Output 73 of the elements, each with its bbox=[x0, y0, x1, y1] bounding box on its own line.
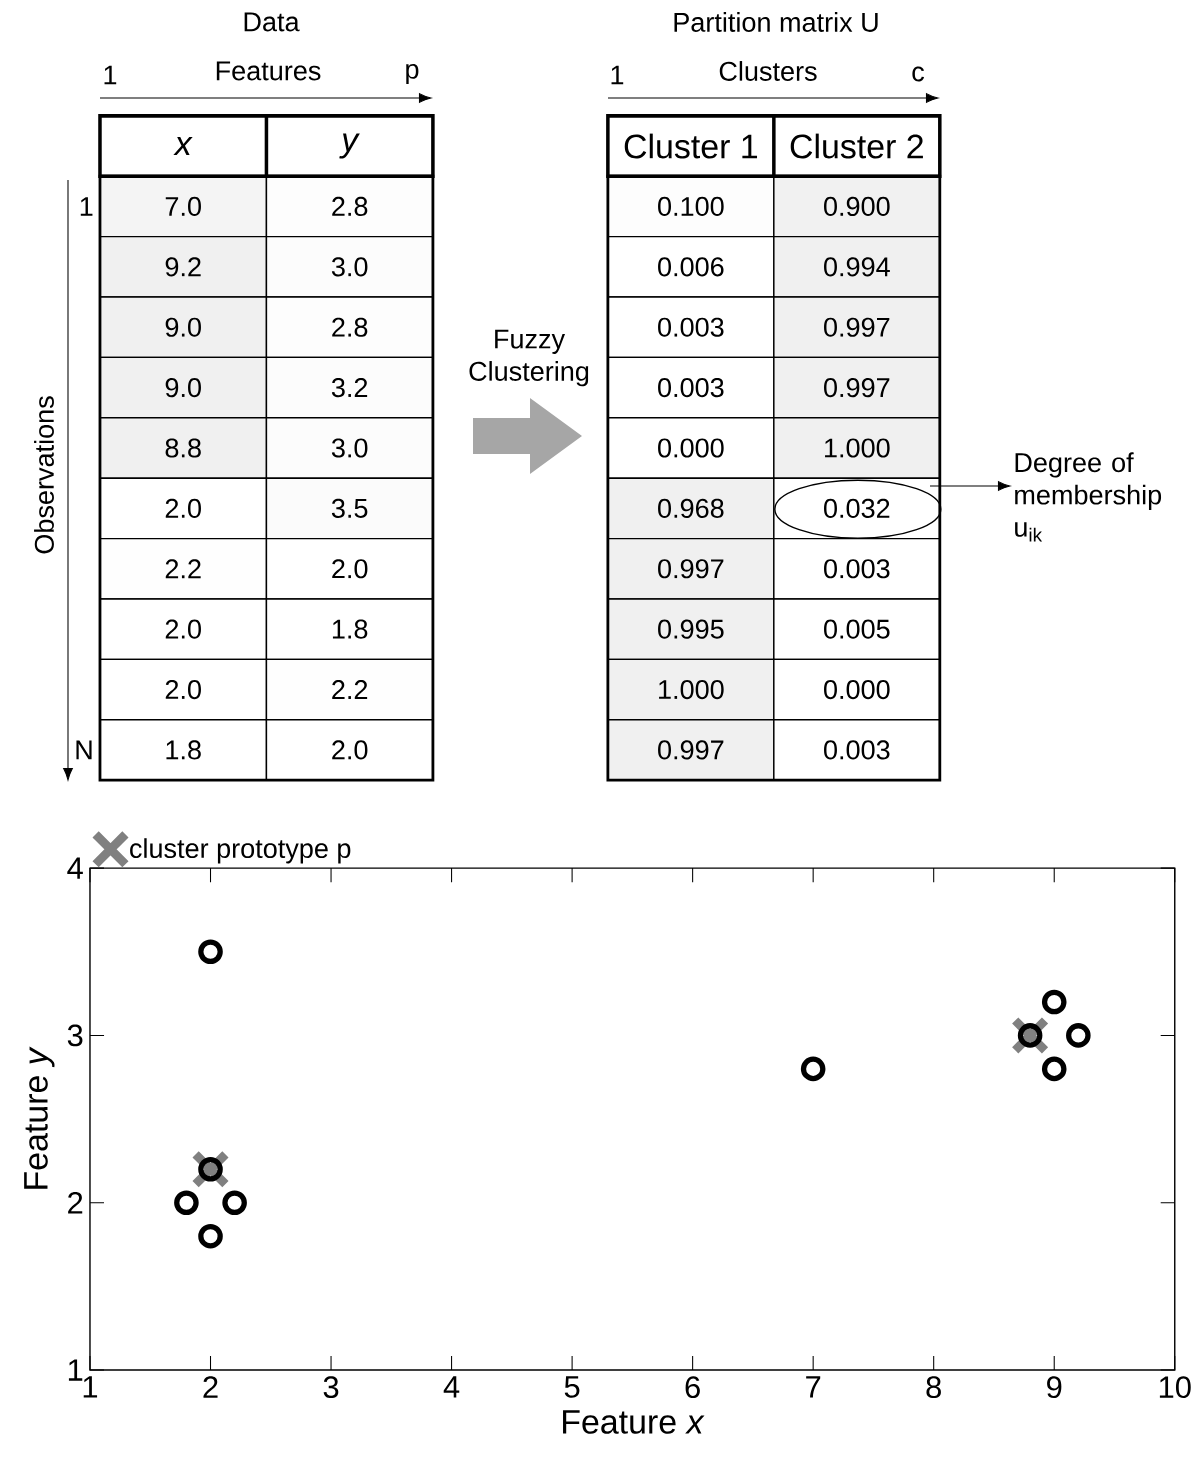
data-label: 2.0 bbox=[165, 679, 201, 700]
data-label: 2.0 bbox=[165, 619, 201, 639]
data-label: 1.000 bbox=[659, 679, 724, 700]
text: c bbox=[912, 66, 925, 82]
data-label: 0.997 bbox=[658, 559, 724, 579]
data-label: 9.2 bbox=[165, 257, 201, 277]
data-label: 2.0 bbox=[332, 559, 368, 579]
text: Fuzzy Clustering bbox=[469, 329, 589, 387]
data-label: 0.968 bbox=[658, 498, 724, 518]
data-label: 0.000 bbox=[824, 679, 890, 700]
y-tick-label: 4 bbox=[67, 857, 83, 879]
x-tick-label: 9 bbox=[1047, 1376, 1062, 1399]
data-label: 3.0 bbox=[331, 438, 368, 458]
data-label: 2.8 bbox=[332, 317, 368, 337]
chart-title: Data bbox=[244, 12, 300, 32]
data-label: 1.8 bbox=[332, 619, 368, 639]
data-label: 1.000 bbox=[825, 438, 890, 458]
x-tick-label: 6 bbox=[685, 1376, 700, 1399]
data-label: 9.0 bbox=[165, 378, 201, 398]
data-label: 0.100 bbox=[658, 196, 724, 217]
y-axis-title: Observations bbox=[34, 396, 54, 554]
data-label: 0.003 bbox=[824, 740, 890, 760]
x-tick-label: 8 bbox=[926, 1376, 941, 1399]
data-label: 0.005 bbox=[824, 619, 890, 639]
data-label: 2.8 bbox=[332, 196, 368, 217]
data-label: 0.032 bbox=[824, 498, 890, 518]
data-label: 0.003 bbox=[824, 559, 890, 579]
data-label: 3.0 bbox=[331, 257, 368, 277]
x-tick-label: Cluster 2 bbox=[790, 133, 923, 159]
data-label: 2.0 bbox=[165, 498, 201, 518]
x-axis-title: Features bbox=[216, 61, 321, 81]
data-label: 0.000 bbox=[658, 438, 724, 458]
text: p bbox=[406, 63, 419, 85]
y-tick-label: 2 bbox=[68, 1191, 83, 1214]
x-tick-label: 10 bbox=[1159, 1376, 1191, 1399]
y-tick-label: 1 bbox=[80, 197, 93, 216]
x-axis-title: Clusters bbox=[719, 61, 817, 81]
data-label: 2.0 bbox=[332, 740, 368, 760]
data-label: 3.2 bbox=[331, 378, 368, 398]
y-tick-label: 3 bbox=[67, 1024, 83, 1047]
data-label: 0.995 bbox=[658, 619, 724, 639]
x-tick-label: x bbox=[173, 137, 193, 156]
data-label: 0.997 bbox=[658, 740, 724, 760]
data-label: 0.006 bbox=[658, 257, 724, 277]
y-tick-label: N bbox=[76, 740, 92, 760]
data-label: 2.2 bbox=[332, 680, 368, 699]
x-tick-label: Cluster 1 bbox=[624, 133, 758, 159]
data-label: 9.0 bbox=[165, 317, 201, 337]
data-label: 3.5 bbox=[331, 498, 368, 518]
x-tick-label: y bbox=[339, 133, 360, 159]
data-label: 1.8 bbox=[166, 740, 201, 760]
x-tick-label: 4 bbox=[443, 1376, 460, 1398]
x-tick-label: 3 bbox=[323, 1376, 339, 1399]
y-axis-title: Feature y bbox=[24, 1046, 55, 1189]
x-axis-title: Feature x bbox=[563, 1410, 705, 1434]
text: Degree of membership u$_{ik}$ bbox=[1015, 452, 1162, 542]
text: 1 bbox=[104, 65, 117, 85]
data-label: 0.994 bbox=[824, 257, 890, 277]
y-tick-label: 1 bbox=[68, 1359, 83, 1381]
x-tick-label: 5 bbox=[564, 1376, 580, 1398]
data-label: 0.997 bbox=[824, 317, 890, 337]
data-label: 0.003 bbox=[658, 317, 724, 337]
data-label: 0.900 bbox=[824, 196, 890, 217]
chart-title: Partition matrix U bbox=[674, 12, 878, 32]
data-label: 0.003 bbox=[658, 378, 724, 398]
data-label: 7.0 bbox=[165, 196, 201, 217]
data-label: 2.2 bbox=[165, 559, 201, 579]
data-label: 0.997 bbox=[824, 378, 890, 398]
x-tick-label: 7 bbox=[806, 1376, 821, 1398]
legend-label: cluster prototype p bbox=[130, 838, 351, 864]
text: 1 bbox=[611, 65, 624, 85]
data-label: 8.8 bbox=[165, 438, 201, 458]
x-tick-label: 2 bbox=[203, 1376, 218, 1398]
